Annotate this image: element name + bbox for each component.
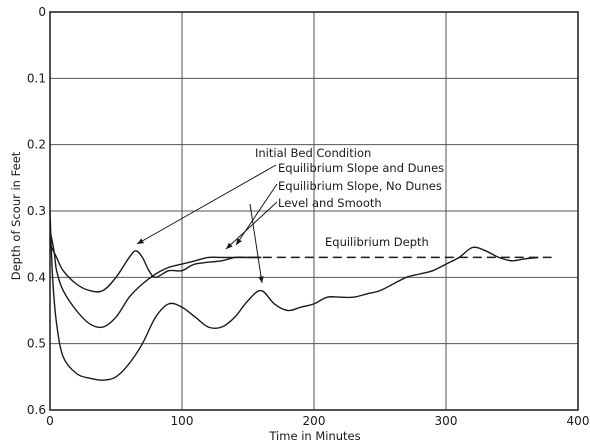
label-equilibrium-depth: Equilibrium Depth bbox=[325, 235, 429, 249]
y-tick-label-6: 0.6 bbox=[27, 403, 46, 417]
legend-heading: Initial Bed Condition bbox=[255, 146, 371, 160]
annotations: Initial Bed Condition Equilibrium Slope … bbox=[255, 146, 444, 249]
series-equilibrium-slope-no-dunes bbox=[49, 230, 262, 329]
x-tick-label-4: 400 bbox=[567, 414, 590, 428]
y-tick-label-1: 0.1 bbox=[27, 71, 46, 85]
x-tick-label-0: 0 bbox=[46, 414, 54, 428]
grid bbox=[50, 12, 578, 410]
leader-slope-no-dunes-line bbox=[235, 183, 278, 246]
leader-slope-no-dunes-extra-line bbox=[225, 201, 278, 250]
y-axis-title: Depth of Scour in Feet bbox=[9, 151, 23, 280]
tick-labels: 0 100 200 300 400 0 0.1 0.2 0.3 0.4 0.5 0.6 bbox=[27, 5, 590, 428]
y-tick-label-5: 0.5 bbox=[27, 337, 46, 351]
leader-slope-and-dunes-head bbox=[137, 238, 144, 244]
y-tick-label-4: 0.4 bbox=[27, 270, 46, 284]
leader-slope-no-dunes-extra-head bbox=[226, 242, 233, 249]
y-tick-label-0: 0 bbox=[38, 5, 46, 19]
x-tick-label-2: 200 bbox=[303, 414, 326, 428]
leader-level-and-smooth-head bbox=[258, 276, 264, 283]
series-level-and-smooth bbox=[49, 210, 539, 381]
series-equilibrium-slope-and-dunes bbox=[49, 243, 262, 293]
label-equilibrium-slope-and-dunes: Equilibrium Slope and Dunes bbox=[278, 161, 444, 175]
annotation-leaders bbox=[136, 164, 278, 284]
x-tick-label-1: 100 bbox=[171, 414, 194, 428]
x-axis-title: Time in Minutes bbox=[268, 429, 360, 443]
leader-slope-and-dunes-line bbox=[136, 164, 277, 245]
leader-level-and-smooth-line bbox=[249, 203, 263, 284]
y-tick-label-3: 0.3 bbox=[27, 204, 46, 218]
leader-slope-no-dunes-head bbox=[236, 238, 242, 245]
label-equilibrium-slope-no-dunes: Equilibrium Slope, No Dunes bbox=[278, 179, 442, 193]
y-tick-label-2: 0.2 bbox=[27, 138, 46, 152]
label-level-and-smooth: Level and Smooth bbox=[278, 196, 382, 210]
x-tick-label-3: 300 bbox=[435, 414, 458, 428]
data-series bbox=[49, 210, 539, 381]
